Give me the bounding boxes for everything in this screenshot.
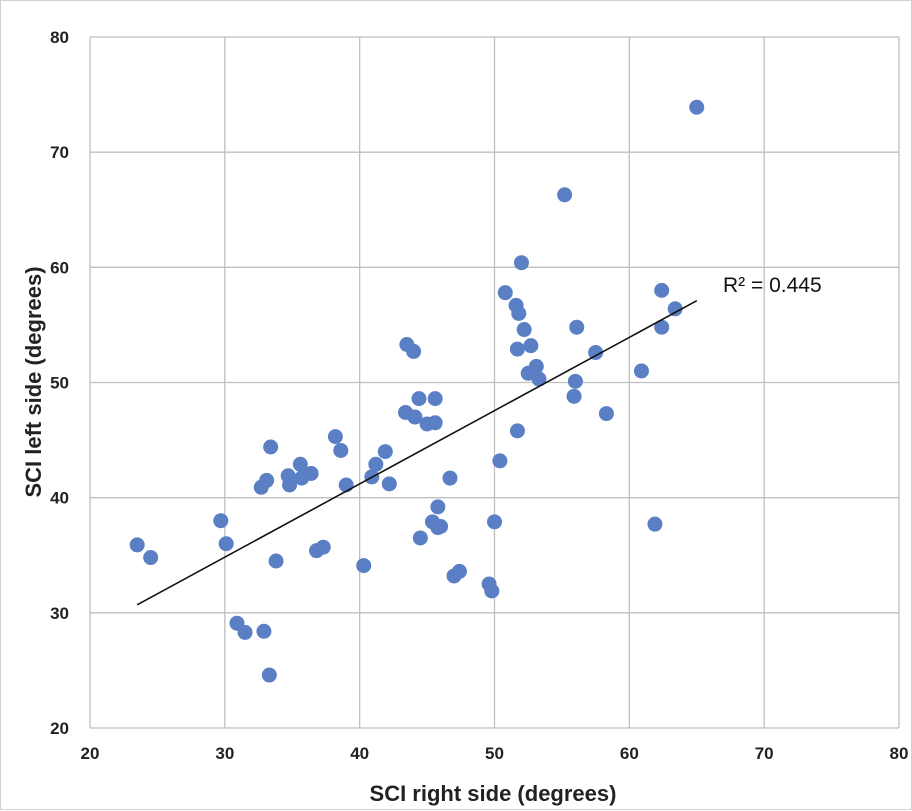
data-point [129,537,145,553]
data-point [218,536,234,552]
data-point [427,415,443,431]
data-point [381,476,397,492]
data-point [492,453,508,469]
grid-layer [89,36,900,729]
data-point [268,553,284,569]
data-point [484,583,500,599]
data-point [569,319,585,335]
data-point [406,343,422,359]
data-point [531,371,547,387]
data-point [588,345,604,361]
data-point [433,518,449,534]
data-point [368,456,384,472]
data-point [509,341,525,357]
data-point [513,255,529,271]
x-axis-title: SCI right side (degrees) [370,781,617,806]
data-point [377,444,393,460]
data-points [129,99,705,683]
data-point [263,439,279,455]
data-point [654,319,670,335]
x-tick-label: 70 [755,744,774,763]
y-axis-title: SCI left side (degrees) [21,266,46,497]
data-point [566,388,582,404]
r-squared-annotation: R² = 0.445 [723,274,822,297]
data-point [292,456,308,472]
x-tick-label: 20 [81,744,100,763]
data-point [259,472,275,488]
data-point [407,409,423,425]
data-point [633,363,649,379]
x-tick-label: 40 [350,744,369,763]
y-tick-label: 60 [50,258,69,277]
data-point [303,465,319,481]
data-point [598,406,614,422]
data-point [511,305,527,321]
data-point [497,285,513,301]
y-tick-label: 50 [50,374,69,393]
data-point [327,429,343,445]
data-point [213,513,229,529]
data-point [338,477,354,493]
data-point [567,373,583,389]
data-point [647,516,663,532]
data-point [667,301,683,317]
data-point [356,558,372,574]
data-point [412,530,428,546]
data-point [509,423,525,439]
y-tick-label: 20 [50,719,69,738]
data-point [451,563,467,579]
data-point [516,322,532,338]
data-point [689,99,705,115]
trendline-layer [136,300,698,606]
x-tick-label: 50 [485,744,504,763]
data-point [282,477,298,493]
data-point [442,470,458,486]
data-point [315,539,331,555]
x-tick-label: 60 [620,744,639,763]
x-tick-label: 30 [215,744,234,763]
data-point [256,623,272,639]
data-point [237,624,253,640]
data-point [654,282,670,298]
x-tick-label: 80 [890,744,909,763]
tick-labels: 20 30 40 50 60 70 80 20 30 40 50 60 70 80 [50,28,908,763]
data-point [430,499,446,515]
data-point [487,514,502,530]
data-point [333,442,349,458]
data-point [557,187,573,203]
data-point [411,391,427,407]
trendline [136,300,698,606]
y-tick-label: 70 [50,143,69,162]
data-point [427,391,443,407]
data-point [261,667,277,683]
y-tick-label: 30 [50,604,69,623]
y-tick-label: 40 [50,489,69,508]
data-point [143,550,159,566]
data-point [523,338,539,354]
y-tick-label: 80 [50,28,69,47]
data-point [528,358,544,374]
